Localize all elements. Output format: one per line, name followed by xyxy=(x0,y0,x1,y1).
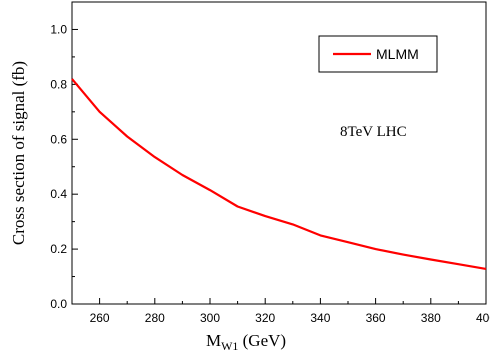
x-axis-title-subscript: W1 xyxy=(221,339,238,353)
x-axis-ticks: 260 280 300 320 340 360 380 400 xyxy=(71,298,490,325)
series-line-mlmm xyxy=(71,78,487,270)
x-tick-label: 320 xyxy=(255,311,275,325)
y-axis-ticks: 0.0 0.2 0.4 0.6 0.8 1.0 xyxy=(50,22,78,311)
x-tick-label: 400 xyxy=(476,311,490,325)
x-axis-title: MW1 (GeV) xyxy=(206,331,286,353)
plot-frame xyxy=(71,1,487,305)
y-tick-label: 0.8 xyxy=(50,77,67,91)
x-axis-title-rest: (GeV) xyxy=(238,331,286,350)
x-tick-label: 260 xyxy=(90,311,110,325)
y-tick-label: 0.2 xyxy=(50,242,67,256)
x-tick-label: 380 xyxy=(421,311,441,325)
x-tick-label: 280 xyxy=(145,311,165,325)
y-tick-label: 1.0 xyxy=(50,22,67,36)
y-axis-title: Cross section of signal (fb) xyxy=(9,61,28,245)
y-tick-label: 0.4 xyxy=(50,187,67,201)
x-axis-title-main: M xyxy=(206,331,221,350)
y-tick-label: 0.0 xyxy=(50,297,67,311)
legend-label: MLMM xyxy=(376,46,419,62)
legend: MLMM xyxy=(318,35,438,73)
x-tick-label: 340 xyxy=(310,311,330,325)
y-tick-label: 0.6 xyxy=(50,132,67,146)
x-tick-label: 300 xyxy=(200,311,220,325)
chart-annotation: 8TeV LHC xyxy=(340,124,407,140)
series-layer xyxy=(71,78,487,270)
x-tick-label: 360 xyxy=(366,311,386,325)
